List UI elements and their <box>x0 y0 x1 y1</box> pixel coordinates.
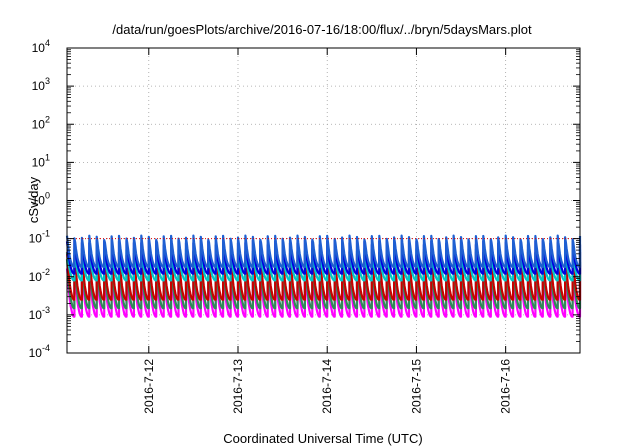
x-tick-label: 2016-7-16 <box>499 359 513 414</box>
x-tick-label: 2016-7-15 <box>409 359 423 414</box>
series-line <box>65 234 582 269</box>
series-line <box>65 239 582 275</box>
x-tick-label: 2016-7-12 <box>142 359 156 414</box>
x-tick-label: 2016-7-13 <box>231 359 245 414</box>
series-line <box>65 247 582 282</box>
series-layer <box>65 234 582 318</box>
series-line <box>65 262 582 318</box>
y-tick-label: 10-4 <box>29 343 50 360</box>
y-tick-label: 10-3 <box>29 305 50 322</box>
x-axis-label: Coordinated Universal Time (UTC) <box>223 431 422 446</box>
y-tick-label: 100 <box>32 191 50 208</box>
series-line <box>65 250 582 301</box>
y-tick-label: 103 <box>32 76 50 93</box>
y-tick-label: 10-2 <box>29 267 50 284</box>
y-tick-label: 101 <box>32 152 50 169</box>
y-tick-label: 102 <box>32 114 50 131</box>
y-axis-label: cSv/day <box>26 176 41 223</box>
y-tick-label: 104 <box>32 38 50 55</box>
x-axis-ticks: 2016-7-12 2016-7-13 2016-7-14 2016-7-15 2016… <box>142 48 513 414</box>
chart-title: /data/run/goesPlots/archive/2016-07-16/1… <box>112 22 532 37</box>
y-axis-ticks: 10-4 10-3 10-2 10-1 100 101 102 103 104 <box>29 38 580 360</box>
x-tick-label: 2016-7-14 <box>320 359 334 414</box>
y-tick-label: 10-1 <box>29 229 50 246</box>
series-line <box>65 257 582 310</box>
